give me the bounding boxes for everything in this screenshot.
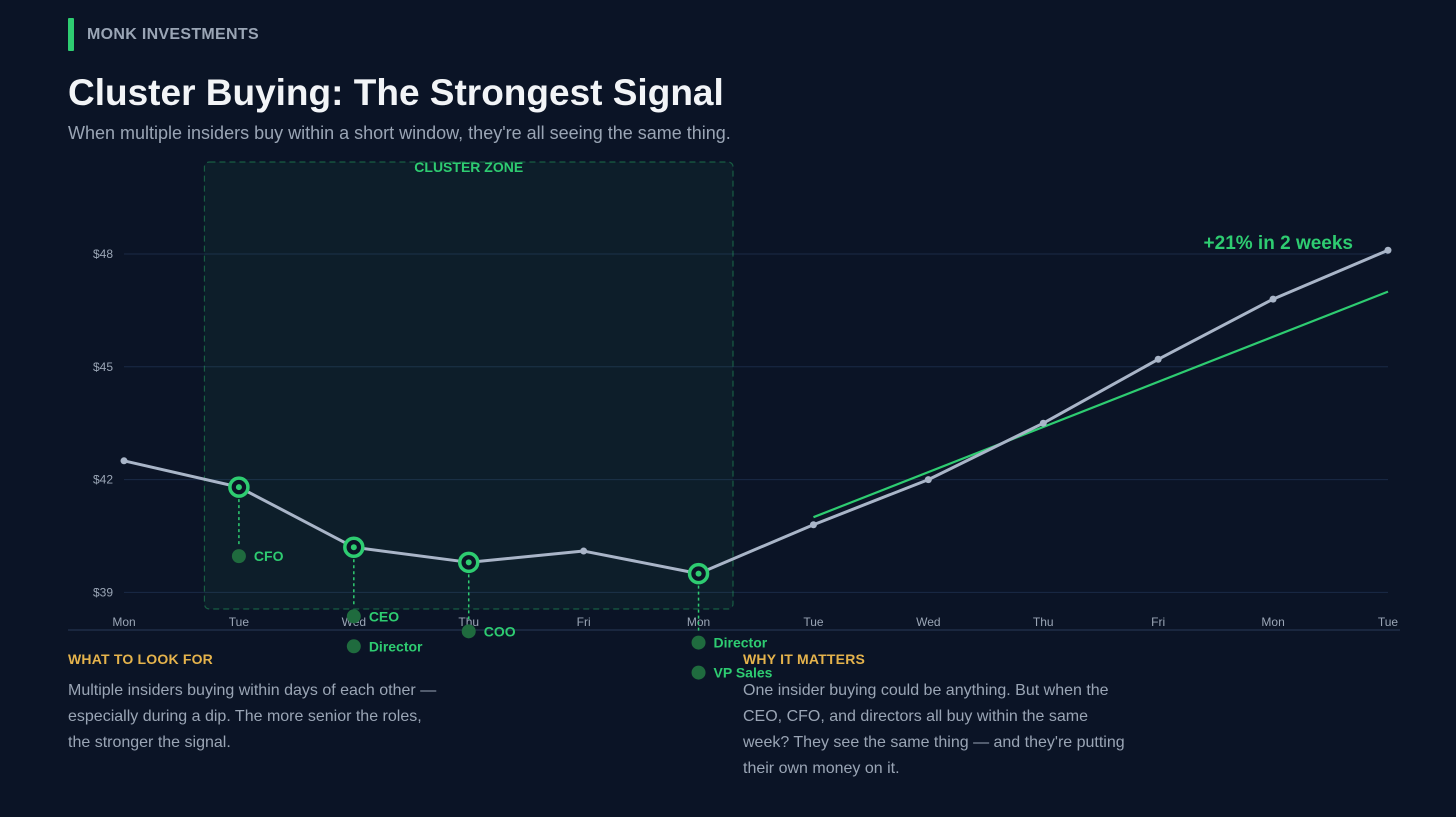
insider-label: Director bbox=[369, 638, 423, 654]
why-it-matters-heading: WHY IT MATTERS bbox=[743, 651, 866, 667]
price-point bbox=[924, 476, 932, 484]
x-tick-label: Tue bbox=[229, 615, 250, 629]
brand-accent-bar bbox=[68, 18, 74, 51]
buy-marker-dot bbox=[235, 484, 242, 491]
insider-dot bbox=[691, 635, 706, 650]
x-tick-label: Mon bbox=[1261, 615, 1284, 629]
insider-dot bbox=[691, 665, 706, 680]
x-tick-label: Tue bbox=[1378, 615, 1399, 629]
trend-line bbox=[813, 290, 1389, 519]
page-subtitle: When multiple insiders buy within a shor… bbox=[68, 123, 731, 143]
insider-label: Director bbox=[714, 635, 768, 651]
insider-label: COO bbox=[484, 623, 516, 639]
x-tick-label: Tue bbox=[803, 615, 824, 629]
text-line: week? They see the same thing — and they… bbox=[743, 734, 1125, 751]
insider-dot bbox=[231, 549, 246, 564]
x-tick-label: Wed bbox=[916, 615, 940, 629]
price-point bbox=[1154, 355, 1162, 363]
insider-label: CEO bbox=[369, 608, 399, 624]
x-tick-label: Fri bbox=[577, 615, 591, 629]
text-line: especially during a dip. The more senior… bbox=[68, 708, 422, 725]
insider-dot bbox=[346, 609, 361, 624]
buy-marker-dot bbox=[465, 559, 472, 566]
buy-marker-dot bbox=[350, 544, 357, 551]
text-line: the stronger the signal. bbox=[68, 734, 231, 751]
text-line: One insider buying could be anything. Bu… bbox=[743, 682, 1109, 699]
text-line: Multiple insiders buying within days of … bbox=[68, 682, 437, 699]
cluster-zone-label: CLUSTER ZONE bbox=[414, 159, 523, 175]
what-to-look-for-heading: WHAT TO LOOK FOR bbox=[68, 651, 213, 667]
y-tick-label: $48 bbox=[93, 247, 113, 261]
buy-marker-dot bbox=[695, 570, 702, 577]
price-point bbox=[1039, 419, 1047, 427]
gain-annotation: +21% in 2 weeks bbox=[1204, 233, 1353, 254]
y-tick-label: $45 bbox=[93, 360, 113, 374]
y-tick-label: $39 bbox=[93, 585, 113, 599]
price-point bbox=[580, 547, 588, 555]
text-line: their own money on it. bbox=[743, 760, 900, 777]
insider-dot bbox=[461, 624, 476, 639]
x-tick-label: Thu bbox=[1033, 615, 1054, 629]
price-point bbox=[1269, 295, 1277, 303]
price-point bbox=[1384, 246, 1392, 254]
insider-dot bbox=[346, 639, 361, 654]
brand-name: MONK INVESTMENTS bbox=[87, 25, 259, 43]
insider-label: CFO bbox=[254, 548, 284, 564]
brand-header: MONK INVESTMENTS bbox=[68, 18, 259, 51]
x-tick-label: Mon bbox=[112, 615, 135, 629]
page-title: Cluster Buying: The Strongest Signal bbox=[68, 72, 724, 113]
x-tick-label: Thu bbox=[458, 615, 479, 629]
what-to-look-for-text: Multiple insiders buying within days of … bbox=[68, 678, 436, 756]
why-it-matters-text: One insider buying could be anything. Bu… bbox=[743, 678, 1125, 782]
y-tick-label: $42 bbox=[93, 473, 113, 487]
price-point bbox=[809, 521, 817, 529]
price-point bbox=[120, 457, 128, 465]
x-tick-label: Fri bbox=[1151, 615, 1165, 629]
insider-label: VP Sales bbox=[714, 665, 773, 681]
cluster-zone bbox=[203, 161, 734, 610]
text-line: CEO, CFO, and directors all buy within t… bbox=[743, 708, 1089, 725]
price-line bbox=[122, 248, 1390, 576]
